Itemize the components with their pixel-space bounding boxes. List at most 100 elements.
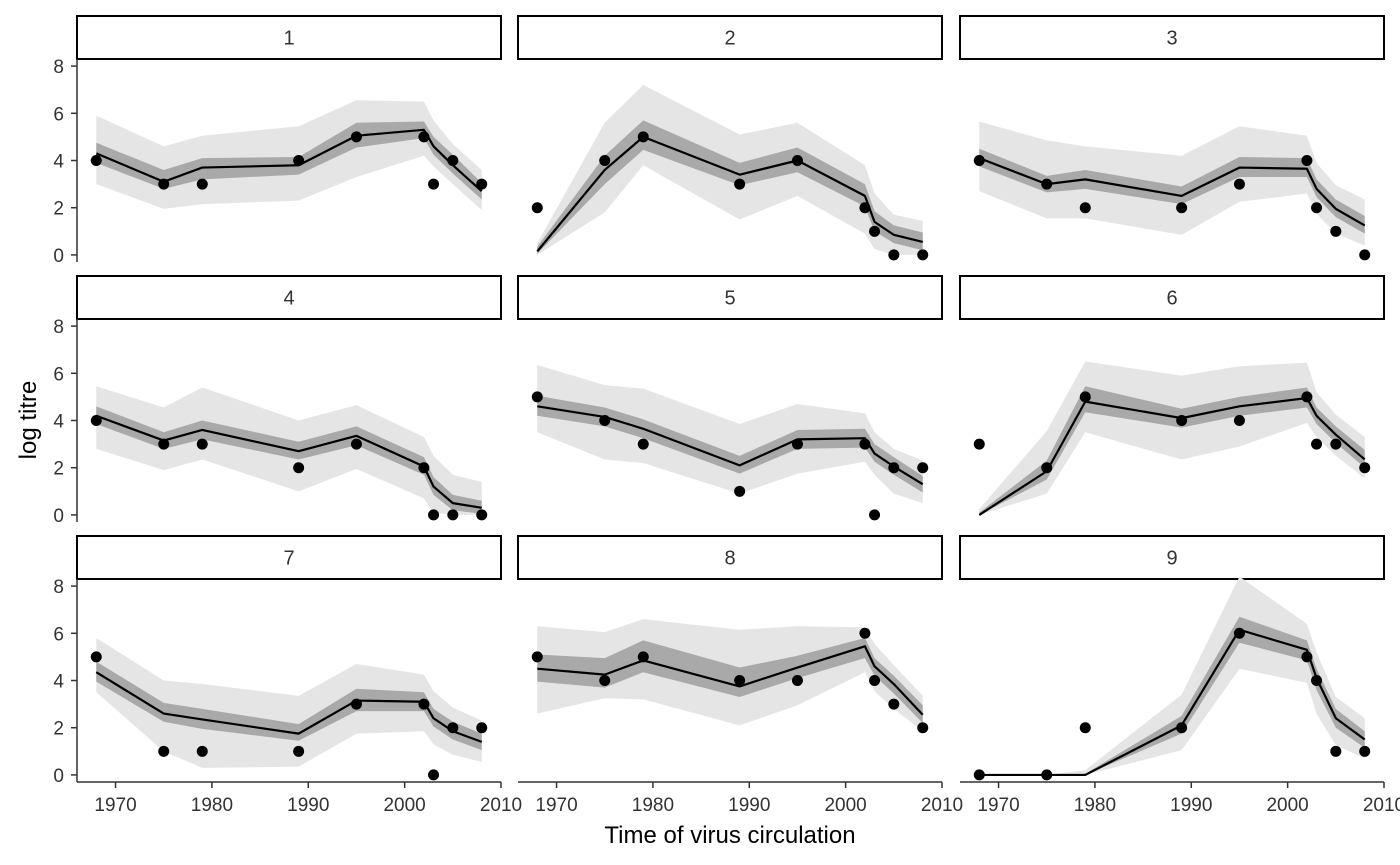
- x-axis-title: Time of virus circulation: [604, 822, 855, 849]
- outer-interval-band: [979, 576, 1365, 775]
- data-point: [859, 438, 871, 450]
- data-point: [869, 675, 881, 686]
- data-point: [196, 438, 208, 450]
- panel-4: 4 0 2 4 6 8: [53, 275, 502, 527]
- x-tick-label: 1980: [632, 795, 674, 816]
- data-point: [418, 131, 430, 143]
- y-tick-label: 4: [53, 412, 64, 433]
- data-point: [599, 415, 611, 426]
- outer-interval-band: [979, 121, 1365, 246]
- y-tick-label: 8: [53, 577, 64, 598]
- data-point: [418, 698, 430, 710]
- facet-strip-label: 9: [1166, 548, 1177, 570]
- data-point: [531, 391, 543, 403]
- y-tick-label: 0: [53, 506, 64, 527]
- fitted-line: [537, 645, 924, 716]
- inner-interval-band: [979, 148, 1365, 234]
- y-tick-label: 4: [53, 672, 64, 693]
- data-point: [1359, 462, 1371, 474]
- data-point: [531, 651, 543, 663]
- data-point: [1330, 745, 1342, 757]
- data-point: [1233, 627, 1245, 639]
- data-point: [447, 155, 459, 166]
- x-tick-label: 2010: [921, 795, 963, 816]
- inner-interval-band: [96, 121, 482, 200]
- data-point: [447, 509, 459, 521]
- data-point: [599, 155, 611, 166]
- data-point: [791, 675, 803, 686]
- outer-interval-band: [96, 638, 482, 768]
- data-point: [531, 202, 543, 214]
- panel-5: 5: [517, 275, 943, 521]
- data-point: [90, 651, 102, 663]
- x-tick-label: 2000: [824, 795, 866, 816]
- x-tick-label: 1970: [977, 795, 1019, 816]
- data-point: [1176, 722, 1188, 734]
- facet-strip-label: 6: [1166, 288, 1177, 310]
- outer-interval-band: [96, 100, 482, 211]
- data-point: [888, 698, 900, 710]
- panel-8: 8 1970 1980 1990 2000 2010: [517, 535, 963, 816]
- data-point: [158, 438, 170, 450]
- fitted-line: [978, 396, 1366, 516]
- y-tick-label: 6: [53, 624, 64, 645]
- data-point: [637, 438, 649, 450]
- data-point: [1041, 462, 1053, 474]
- y-tick-label: 6: [53, 364, 64, 385]
- data-point: [293, 745, 305, 757]
- y-axis-title: log titre: [15, 381, 42, 460]
- data-point: [1079, 202, 1091, 214]
- inner-interval-band: [537, 120, 923, 254]
- facet-strip: [76, 275, 502, 320]
- data-point: [428, 178, 440, 190]
- panel-1: 1 0 2 4 6 8: [53, 15, 502, 267]
- data-point: [791, 438, 803, 450]
- data-point: [1311, 202, 1323, 214]
- x-tick-label: 2010: [1363, 795, 1400, 816]
- data-point: [476, 178, 488, 190]
- data-point: [869, 225, 881, 237]
- data-point: [869, 509, 881, 521]
- data-point: [447, 722, 459, 734]
- x-tick-label: 1970: [535, 795, 577, 816]
- facet-strip: [959, 15, 1385, 60]
- x-tick-label: 1990: [728, 795, 770, 816]
- data-point: [1301, 155, 1313, 166]
- panel-7: 7 0 2 4 6 8 1970 1980 1990 2000 2010: [53, 535, 522, 816]
- data-point: [350, 131, 362, 143]
- outer-interval-band: [979, 361, 1365, 515]
- data-point: [476, 722, 488, 734]
- data-point: [196, 745, 208, 757]
- facet-strip: [959, 275, 1385, 320]
- facet-strip-label: 7: [283, 548, 294, 570]
- data-point: [1330, 438, 1342, 450]
- y-tick-label: 0: [53, 766, 64, 787]
- data-point: [888, 249, 900, 261]
- data-point: [90, 415, 102, 426]
- data-point: [917, 722, 929, 734]
- data-point: [734, 485, 746, 497]
- data-point: [973, 438, 985, 450]
- x-tick-label: 1990: [287, 795, 329, 816]
- data-point: [973, 769, 985, 781]
- y-tick-label: 4: [53, 152, 64, 173]
- data-point: [1176, 415, 1188, 426]
- facet-strip-label: 8: [724, 548, 735, 570]
- data-point: [791, 155, 803, 166]
- y-tick-label: 8: [53, 57, 64, 78]
- data-point: [350, 698, 362, 710]
- x-tick-label: 1980: [191, 795, 233, 816]
- x-tick-label: 1990: [1170, 795, 1212, 816]
- x-tick-label: 2010: [480, 795, 522, 816]
- data-point: [1330, 225, 1342, 237]
- data-point: [734, 675, 746, 686]
- data-point: [428, 769, 440, 781]
- data-point: [1359, 249, 1371, 261]
- x-tick-label: 1970: [94, 795, 136, 816]
- facet-strip-label: 2: [724, 28, 735, 50]
- facet-strip: [517, 535, 943, 580]
- y-tick-label: 2: [53, 719, 64, 740]
- data-point: [158, 178, 170, 190]
- facet-strip: [76, 535, 502, 580]
- facet-strip: [517, 275, 943, 320]
